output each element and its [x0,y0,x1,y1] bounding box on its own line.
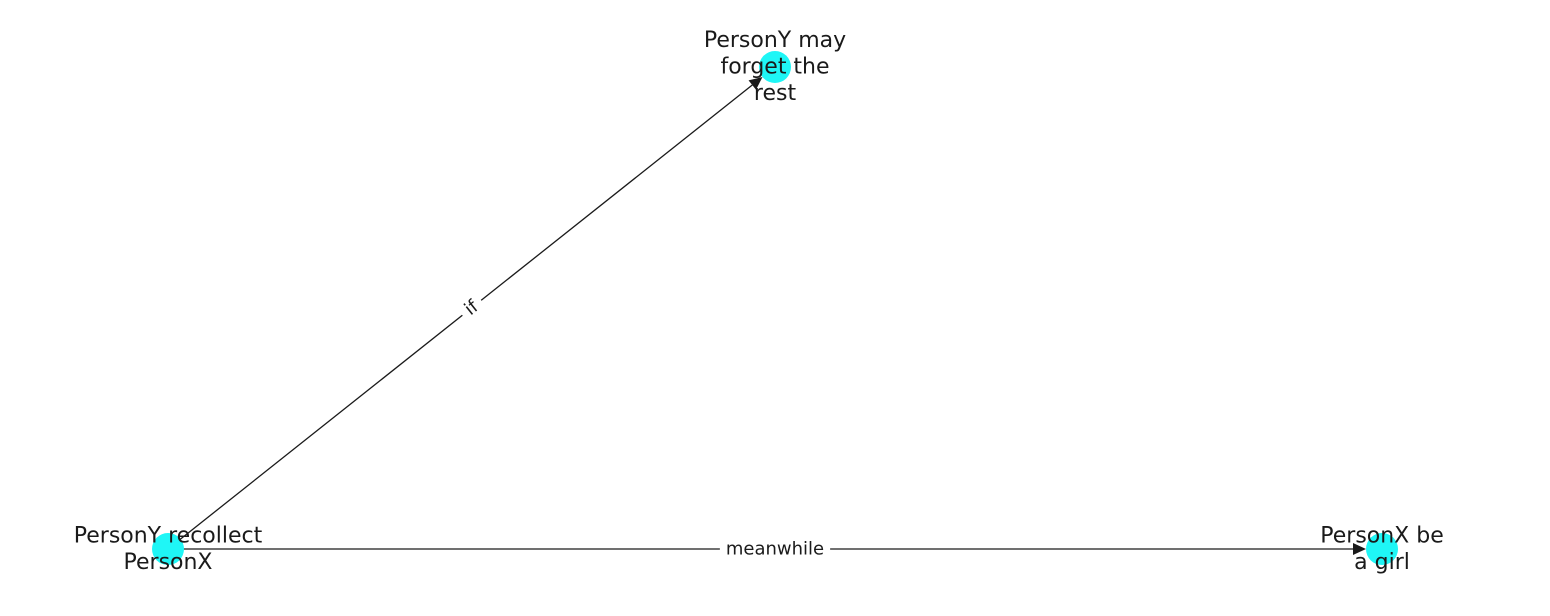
node-label-line: forget the [720,55,829,80]
edges-layer: if meanwhile [167,76,1366,562]
node-label-recollect: PersonY recollect PersonX [74,523,263,575]
edge-label-background [719,536,831,562]
node-label-line: a girl [1354,550,1410,575]
labels-layer: PersonY recollect PersonX PersonY may forge… [74,28,1444,575]
node-label-line: PersonY recollect [74,523,263,548]
node-label-line: PersonX be [1320,523,1444,548]
edge-label: meanwhile [726,539,824,560]
node-label-girl: PersonX be a girl [1320,523,1444,575]
edge-label-group: if [454,290,489,326]
edge-label-group: meanwhile [719,536,831,562]
node-label-line: rest [754,81,797,106]
node-label-line: PersonY may [704,28,846,53]
node-recollect [152,533,184,565]
arrowhead-icon [748,76,763,90]
edge-label-background [454,290,489,326]
node-label-line: PersonX [124,550,213,575]
node-label-forget: PersonY may forget the rest [704,28,846,106]
node-girl [1366,533,1398,565]
nodes-layer [152,51,1398,565]
edge-recollect-to-girl: meanwhile [168,536,1366,562]
edge-line [167,84,753,550]
edge-recollect-to-forget: if [167,76,763,550]
arrowhead-icon [1353,543,1366,555]
node-forget [759,51,791,83]
